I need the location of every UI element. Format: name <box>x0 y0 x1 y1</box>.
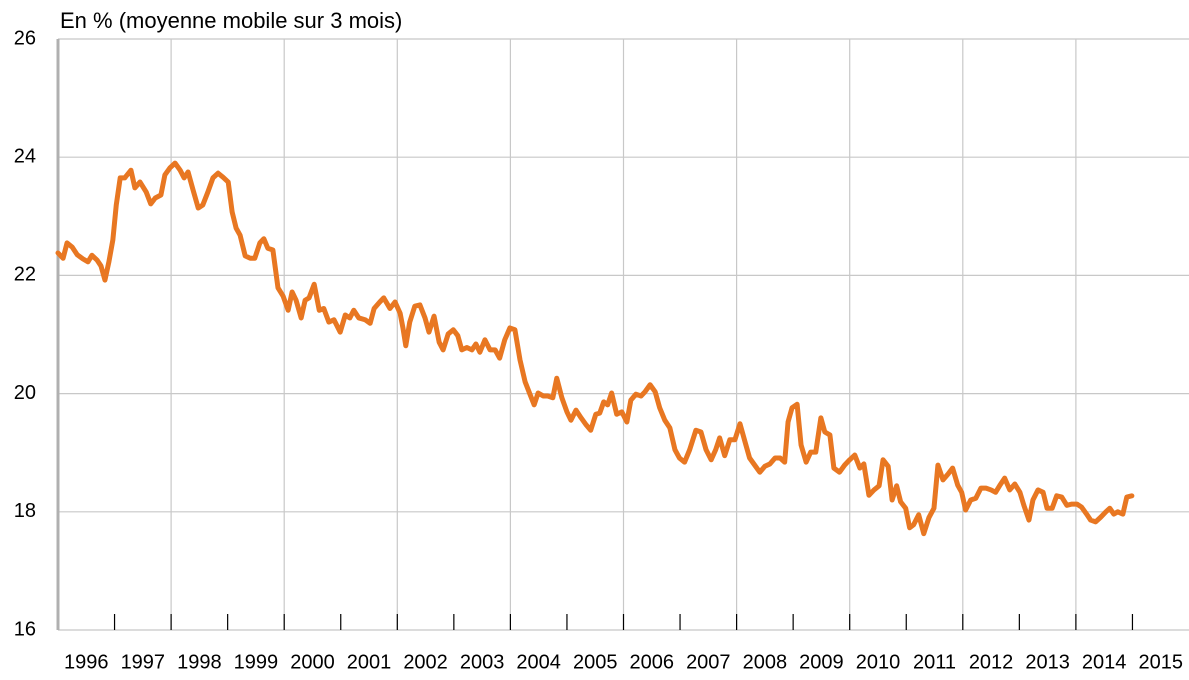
x-tick-label: 2010 <box>856 651 901 673</box>
y-tick-label: 16 <box>14 618 36 640</box>
line-series <box>55 160 1135 537</box>
x-tick-label: 2002 <box>403 651 448 673</box>
x-tick-label: 2000 <box>290 651 335 673</box>
x-tick-label: 1999 <box>234 651 279 673</box>
x-tick-label: 2003 <box>460 651 505 673</box>
x-tick-label: 2015 <box>1138 651 1183 673</box>
x-tick-label: 2006 <box>630 651 675 673</box>
x-tick-label: 1997 <box>121 651 166 673</box>
x-tick-label: 2012 <box>969 651 1014 673</box>
x-tick-label: 2001 <box>347 651 392 673</box>
y-tick-label: 20 <box>14 382 36 404</box>
x-tick-label: 2013 <box>1025 651 1070 673</box>
x-tick-label: 2009 <box>799 651 844 673</box>
y-tick-label: 22 <box>14 264 36 286</box>
x-tick-label: 1998 <box>177 651 222 673</box>
y-tick-label: 26 <box>14 27 36 49</box>
x-tick-label: 2005 <box>573 651 618 673</box>
x-tick-label: 2014 <box>1082 651 1127 673</box>
y-tick-label: 18 <box>14 500 36 522</box>
x-tick-label: 2004 <box>516 651 561 673</box>
x-tick-label: 1996 <box>64 651 109 673</box>
x-tick-label: 2008 <box>743 651 788 673</box>
x-tick-label: 2011 <box>913 651 956 673</box>
chart-title: En % (moyenne mobile sur 3 mois) <box>60 8 402 33</box>
y-tick-label: 24 <box>14 145 36 167</box>
x-tick-label: 2007 <box>686 651 731 673</box>
